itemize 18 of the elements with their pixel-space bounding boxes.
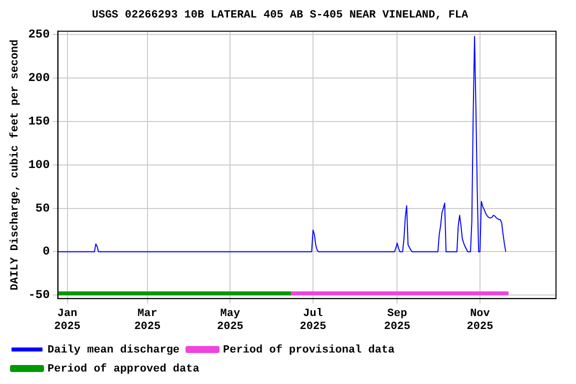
x-tick-label: Jul 2025	[300, 308, 327, 334]
legend-label: Period of provisional data	[223, 343, 396, 356]
x-tick-label: Nov 2025	[466, 308, 494, 334]
x-tick-label: Mar 2025	[134, 308, 161, 334]
y-tick-label: -50	[28, 288, 50, 302]
x-tick-label: Sep 2025	[384, 308, 411, 334]
x-tick-label: May 2025	[217, 308, 244, 334]
y-axis-title: DAILY Discharge, cubic feet per second	[8, 39, 22, 290]
y-tick-label: 100	[28, 158, 50, 172]
legend-label: Daily mean discharge	[48, 344, 180, 356]
y-tick-label: 250	[28, 28, 50, 42]
x-tick-label: Jan 2025	[54, 308, 81, 334]
legend-label: Period of approved data	[48, 362, 200, 376]
y-tick-label: 200	[28, 71, 50, 86]
y-tick-label: 150	[28, 114, 50, 129]
y-tick-label: 50	[35, 201, 50, 216]
chart-title: USGS 02266293 10B LATERAL 405 AB S-405 NEAR VINELAND, FLA	[92, 9, 469, 22]
y-tick-label: 0	[42, 244, 50, 259]
